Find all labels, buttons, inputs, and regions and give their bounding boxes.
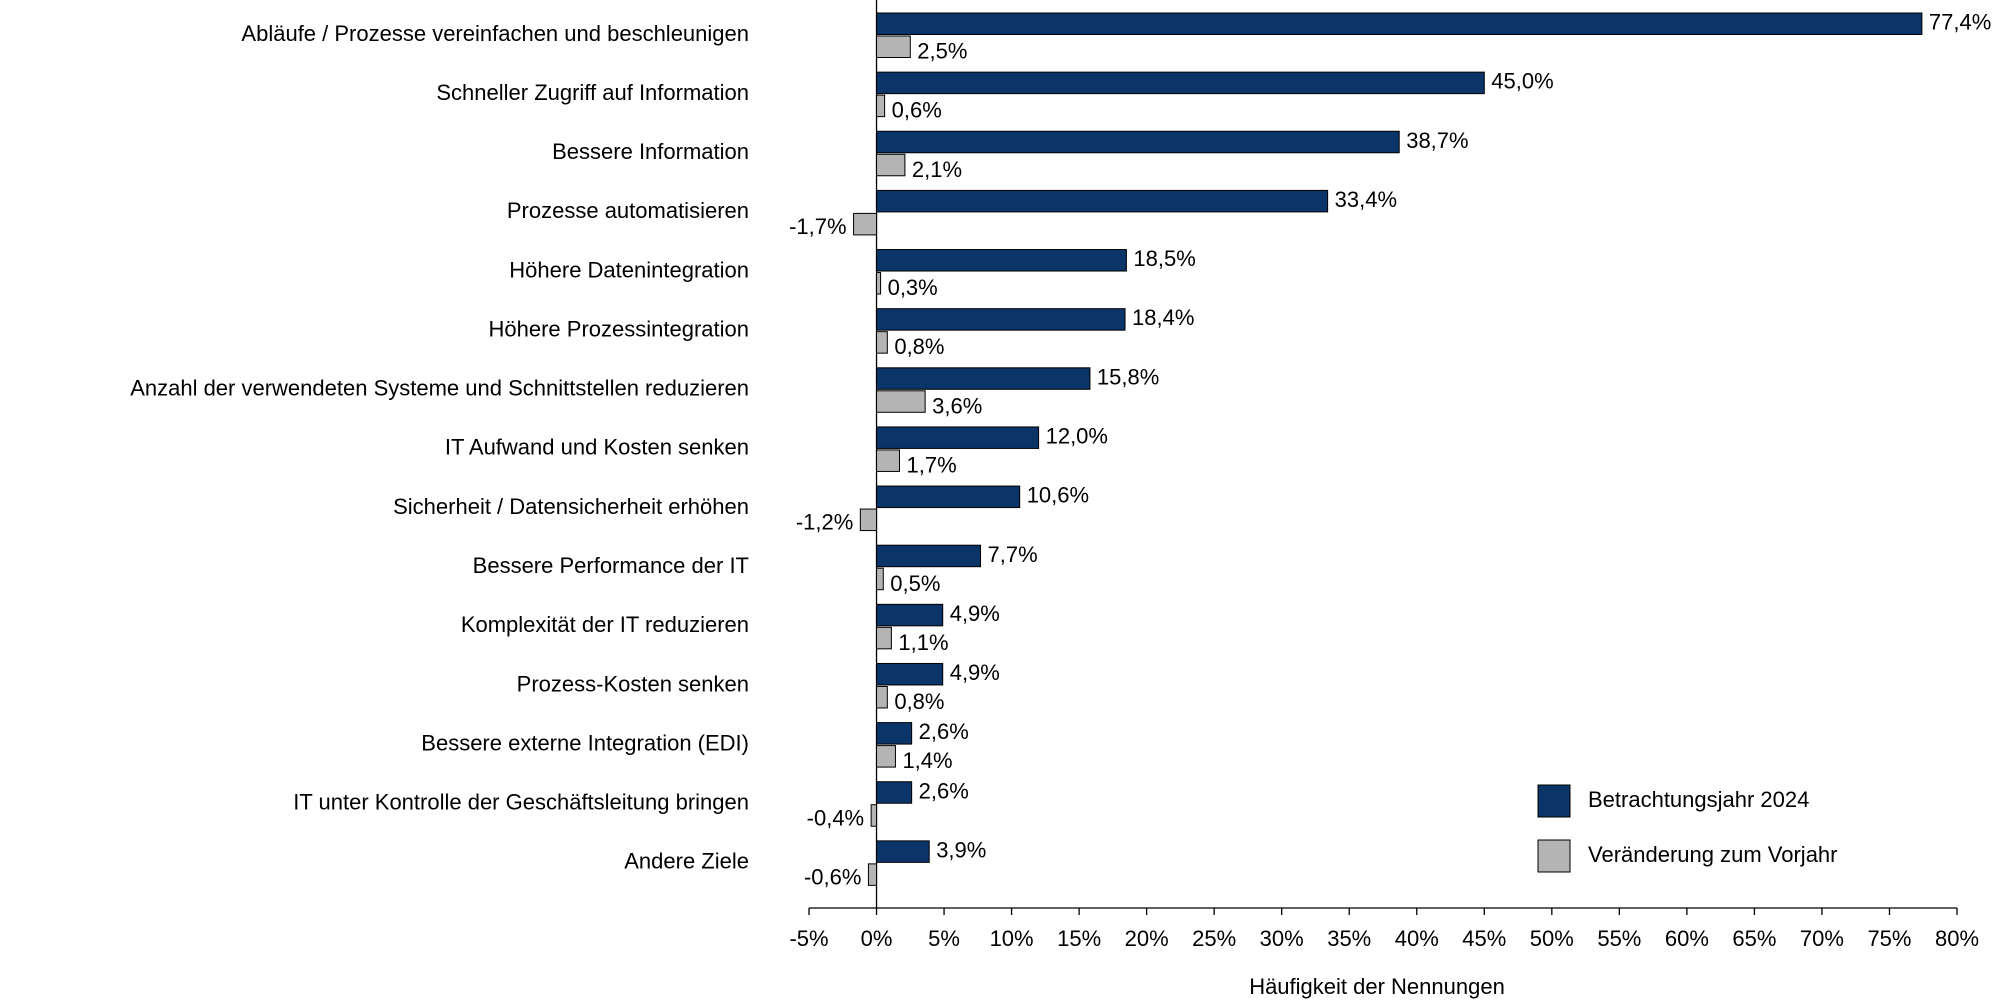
data-label: 4,9% — [950, 601, 1000, 626]
category-label: Höhere Datenintegration — [509, 257, 749, 282]
bar — [876, 308, 1126, 331]
data-label: 33,4% — [1335, 187, 1397, 212]
bar — [876, 449, 900, 472]
bar — [876, 367, 1091, 390]
x-tick-label: 65% — [1732, 926, 1776, 951]
bar — [876, 662, 944, 686]
category-label: Bessere Information — [552, 139, 749, 164]
bar — [876, 153, 906, 177]
category-label: Schneller Zugriff auf Information — [436, 80, 749, 105]
bar — [876, 130, 1400, 154]
x-tick-label: 80% — [1935, 926, 1979, 951]
x-tick-label: 75% — [1867, 926, 1911, 951]
data-label: 0,5% — [890, 571, 940, 596]
data-label: 4,9% — [950, 660, 1000, 685]
x-tick-label: 70% — [1800, 926, 1844, 951]
bar — [870, 804, 878, 827]
x-tick-label: 50% — [1530, 926, 1574, 951]
data-label: 3,9% — [936, 837, 986, 862]
data-label: 0,3% — [888, 275, 938, 300]
x-tick-label: 15% — [1057, 926, 1101, 951]
x-tick-label: 45% — [1462, 926, 1506, 951]
x-tick-label: 60% — [1665, 926, 1709, 951]
legend-label: Veränderung zum Vorjahr — [1588, 842, 1838, 867]
bar — [876, 485, 1021, 509]
bar — [876, 426, 1040, 449]
category-label: Prozess-Kosten senken — [517, 671, 749, 696]
data-label: -0,4% — [807, 805, 864, 830]
category-label: IT unter Kontrolle der Geschäftsleitung … — [293, 790, 749, 815]
bar — [876, 272, 882, 295]
data-label: 15,8% — [1097, 364, 1159, 389]
bar — [876, 603, 944, 627]
x-tick-label: 5% — [928, 926, 960, 951]
category-label: Anzahl der verwendeten Systeme und Schni… — [130, 376, 749, 401]
bar — [876, 781, 913, 804]
x-tick-label: 55% — [1597, 926, 1641, 951]
bar — [876, 94, 886, 118]
data-label: 18,5% — [1133, 246, 1195, 271]
data-label: 1,1% — [898, 630, 948, 655]
category-label: Bessere externe Integration (EDI) — [421, 730, 749, 755]
category-label: IT Aufwand und Kosten senken — [445, 435, 749, 460]
data-label: 18,4% — [1132, 305, 1194, 330]
category-label: Prozesse automatisieren — [507, 198, 749, 223]
bar — [876, 840, 930, 863]
data-label: 0,8% — [894, 689, 944, 714]
x-tick-label: 0% — [861, 926, 893, 951]
data-label: 3,6% — [932, 393, 982, 418]
data-label: 2,1% — [912, 157, 962, 182]
data-label: 2,6% — [919, 719, 969, 744]
bar — [876, 390, 926, 413]
bar — [876, 189, 1329, 213]
bar — [876, 12, 1923, 35]
x-tick-label: 35% — [1327, 926, 1371, 951]
data-label: 10,6% — [1027, 483, 1089, 508]
data-label: -1,7% — [789, 214, 846, 239]
data-label: 7,7% — [988, 542, 1038, 567]
x-tick-label: 20% — [1125, 926, 1169, 951]
category-label: Bessere Performance der IT — [473, 553, 749, 578]
data-label: 12,0% — [1046, 423, 1108, 448]
data-label: 1,7% — [906, 452, 956, 477]
bar — [859, 508, 878, 532]
data-label: 0,6% — [892, 98, 942, 123]
category-label: Höhere Prozessintegration — [489, 316, 749, 341]
x-tick-label: 10% — [990, 926, 1034, 951]
data-label: 0,8% — [894, 334, 944, 359]
data-label: 38,7% — [1406, 128, 1468, 153]
category-label: Komplexität der IT reduzieren — [461, 612, 749, 637]
bar — [876, 722, 913, 745]
legend-swatch — [1537, 784, 1571, 818]
bar — [876, 35, 911, 58]
data-label: 45,0% — [1491, 69, 1553, 94]
data-label: -0,6% — [804, 864, 861, 889]
x-tick-label: 40% — [1395, 926, 1439, 951]
bar — [876, 71, 1485, 95]
bar — [876, 745, 896, 768]
x-tick-label: 25% — [1192, 926, 1236, 951]
bar — [853, 212, 878, 236]
bar — [876, 249, 1127, 272]
x-tick-label: -5% — [789, 926, 828, 951]
legend-label: Betrachtungsjahr 2024 — [1588, 787, 1809, 812]
category-label: Andere Ziele — [624, 849, 749, 874]
category-label: Abläufe / Prozesse vereinfachen und besc… — [241, 21, 749, 46]
data-label: 2,5% — [917, 39, 967, 64]
data-label: 2,6% — [919, 778, 969, 803]
x-axis-title: Häufigkeit der Nennungen — [1249, 974, 1505, 999]
legend-swatch — [1537, 839, 1571, 873]
data-label: 1,4% — [902, 748, 952, 773]
bar — [876, 544, 982, 568]
category-label: Sicherheit / Datensicherheit erhöhen — [393, 494, 749, 519]
data-label: 77,4% — [1929, 10, 1991, 35]
bar — [876, 626, 892, 650]
bar — [876, 685, 888, 709]
bar — [876, 567, 884, 591]
x-tick-label: 30% — [1260, 926, 1304, 951]
bar — [867, 863, 878, 886]
bar — [876, 331, 888, 354]
data-label: -1,2% — [796, 510, 853, 535]
